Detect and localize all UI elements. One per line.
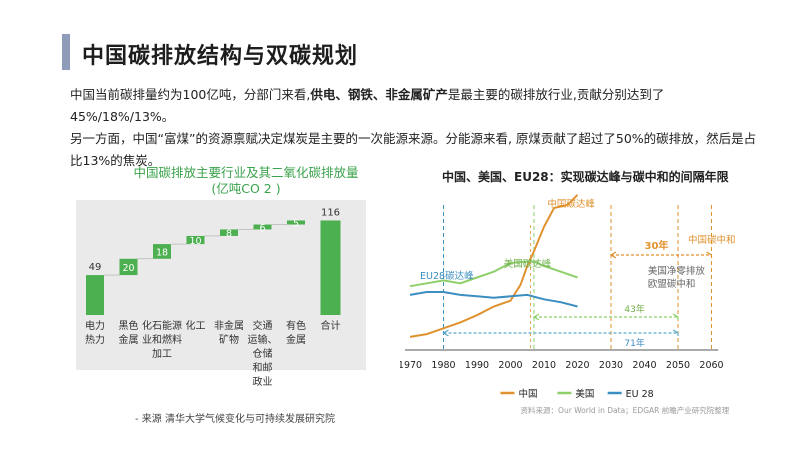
waterfall-category-label: 有色 (286, 319, 306, 332)
page-title: 中国碳排放结构与双碳规划 (82, 44, 359, 69)
annotation-us-eu-neutral-line1: 美国净零排放 (648, 265, 706, 277)
waterfall-category-label: 热力 (85, 333, 105, 346)
para-line2: 另一方面，中国“富煤”的资源禀赋决定煤炭是主要的一次能源来源。分能源来看, 原煤… (70, 131, 757, 146)
waterfall-value-label: 20 (122, 263, 134, 274)
waterfall-category-label: 运输、 (248, 333, 278, 346)
annotation-us-peak: 美国碳达峰 (504, 258, 552, 270)
waterfall-category-label: 化石能源 (142, 319, 182, 332)
waterfall-category-label: 金属 (286, 333, 306, 346)
waterfall-category-label: 黑色 (119, 319, 139, 332)
right-chart-source: 资料来源：Our World in Data；EDGAR 前瞻产业研究院整理 (521, 405, 730, 415)
title-accent-bar (62, 34, 70, 70)
right-chart-title: 中国、美国、EU28：实现碳达峰与碳中和的间隔年限 (442, 170, 729, 184)
waterfall-category-label: 金属 (119, 333, 139, 346)
series-line-EU 28 (409, 291, 578, 308)
waterfall-category-label: 政业 (253, 375, 273, 388)
annotation-gap-us: 43年 (624, 303, 644, 315)
waterfall-value-label: 6 (259, 223, 265, 234)
waterfall-bar (186, 235, 205, 245)
waterfall-bar (287, 220, 305, 225)
left-chart-title-line1: 中国碳排放主要行业及其二氧化碳排放量 (133, 165, 359, 180)
para-line1-bold: 供电、钢铁、非金属矿产 (310, 87, 448, 102)
left-chart-background (76, 200, 366, 370)
x-tick-label: 2010 (532, 360, 556, 371)
gap-arrow-us-head-left (532, 313, 540, 321)
annotation-china-peak: 中国碳达峰 (547, 198, 595, 210)
waterfall-category-label: 和邮 (253, 361, 273, 374)
waterfall-category-label: 化工 (186, 319, 206, 332)
waterfall-value-label: 5 (293, 218, 299, 229)
waterfall-bar (220, 229, 238, 236)
gap-arrow-us-head-right (672, 313, 679, 320)
waterfall-bar (153, 244, 171, 259)
gap-arrow-china-head-left (609, 251, 617, 259)
annotation-gap-china: 30年 (645, 239, 669, 252)
annotation-china-neutral: 中国碳中和 (688, 234, 736, 246)
gap-arrow-china-head-right (706, 251, 713, 258)
x-tick-label: 2000 (498, 360, 522, 371)
waterfall-bar (86, 275, 104, 315)
x-tick-label: 2020 (565, 360, 589, 371)
para-line1-post: 是最主要的碳排放行业,贡献分别达到了45%/18%/13%。 (70, 87, 665, 124)
x-tick-label: 2060 (699, 360, 723, 371)
waterfall-value-label: 49 (89, 262, 102, 273)
gap-arrow-eu-head-left (442, 329, 449, 337)
annotation-gap-eu: 71年 (624, 337, 644, 349)
waterfall-bar (320, 220, 341, 315)
x-tick-label: 2050 (666, 360, 690, 371)
line-chart: 1970 1980 1990 2000 2010 2020 2030 2040 2050 2060… (400, 194, 736, 415)
waterfall-category-label: 矿物 (219, 333, 239, 346)
annotation-eu-peak: EU28碳达峰 (420, 270, 474, 282)
waterfall-bar (253, 224, 272, 230)
left-chart-source: - 来源 清华大学气候变化与可持续发展研究院 (135, 414, 335, 425)
waterfall-category-label: 电力 (85, 319, 105, 332)
waterfall-category-label: 非金属 (214, 319, 244, 332)
intro-paragraph: 中国当前碳排量约为100亿吨，分部门来看,供电、钢铁、非金属矿产是最主要的碳排放… (70, 84, 760, 172)
waterfall-value-label: 8 (226, 229, 232, 240)
x-tick-label: 1970 (400, 360, 422, 371)
x-tick-label: 1990 (465, 360, 489, 371)
waterfall-bar (119, 258, 138, 276)
waterfall-value-label: 10 (189, 236, 201, 247)
waterfall-value-label: 116 (321, 207, 340, 218)
legend-label: EU 28 (626, 389, 654, 400)
waterfall-chart: 49电力热力20黑色金属18化石能源业和燃料加工10化工8非金属矿物6交通运输、… (85, 207, 341, 388)
waterfall-category-label: 业和燃料 (142, 333, 182, 346)
series-line-中国 (409, 194, 579, 338)
waterfall-category-label: 合计 (321, 319, 341, 332)
series-line-美国 (409, 260, 578, 288)
left-chart-title-line2: (亿吨CO 2 ) (211, 181, 281, 196)
waterfall-category-label: 加工 (152, 348, 172, 360)
waterfall-category-label: 仓储 (253, 347, 273, 360)
left-chart-title: 中国碳排放主要行业及其二氧化碳排放量 (亿吨CO 2 ) (96, 165, 396, 197)
x-tick-label: 2030 (599, 360, 623, 371)
legend-label: 中国 (519, 388, 538, 400)
waterfall-category-label: 交通 (253, 319, 273, 332)
x-tick-label: 1980 (431, 360, 455, 371)
x-tick-label: 2040 (632, 360, 656, 371)
waterfall-value-label: 18 (156, 247, 168, 258)
para-line1-pre: 中国当前碳排量约为100亿吨，分部门来看, (70, 87, 311, 102)
para-line3: 比13%的焦炭。 (70, 153, 161, 168)
legend-label: 美国 (575, 388, 594, 400)
gap-arrow-eu-head-right (672, 329, 679, 336)
annotation-us-eu-neutral-line2: 欧盟碳中和 (648, 278, 696, 290)
